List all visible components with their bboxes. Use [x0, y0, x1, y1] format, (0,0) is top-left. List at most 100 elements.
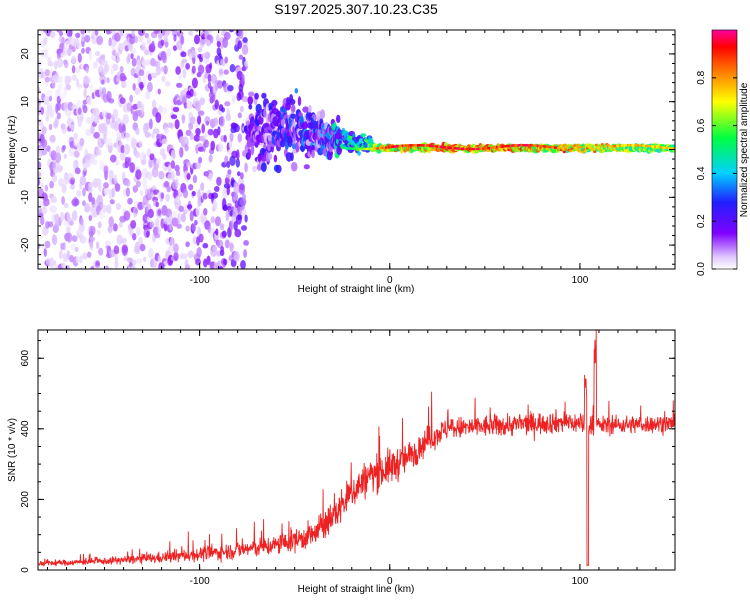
- spectrogram-blob: [308, 104, 312, 114]
- spectrogram-blob: [62, 252, 68, 263]
- spectrogram-blob: [65, 84, 72, 91]
- spectrogram-blob: [263, 108, 267, 118]
- spectrogram-blob: [144, 59, 151, 66]
- spectrogram-blob: [54, 220, 59, 230]
- spectrogram-blob: [227, 85, 234, 92]
- spectrogram-blob: [297, 96, 302, 107]
- spectrogram-blob: [239, 183, 245, 191]
- spectrogram-y-tick-label: -10: [20, 190, 31, 205]
- spectrogram-blob: [185, 241, 190, 248]
- spectrogram-x-tick-label: 100: [572, 275, 589, 286]
- spectrogram-blob: [221, 270, 226, 276]
- spectrogram-ridge: [568, 149, 572, 153]
- spectrogram-blob: [150, 72, 158, 79]
- spectrogram-y-tick-label: 10: [20, 96, 31, 108]
- spectrogram-blob: [49, 257, 55, 268]
- spectrogram-blob: [61, 196, 65, 205]
- spectrogram-blob: [248, 104, 253, 110]
- spectrogram-blob: [104, 240, 112, 247]
- spectrogram-blob: [285, 102, 291, 111]
- spectrogram-x-label: Height of straight line (km): [298, 284, 415, 295]
- spectrogram-blob: [191, 190, 196, 197]
- spectrogram-blob: [181, 114, 185, 124]
- spectrogram-blob: [179, 146, 184, 158]
- spectrogram-blob: [120, 75, 127, 82]
- spectrogram-blob: [47, 56, 52, 63]
- spectrogram-blob: [201, 123, 205, 134]
- spectrogram-blob: [136, 101, 143, 109]
- spectrogram-blob: [114, 183, 121, 192]
- spectrogram-blob: [189, 88, 194, 97]
- spectrogram-blob: [63, 220, 69, 227]
- spectrogram-blob: [163, 65, 168, 75]
- spectrogram-blob: [167, 163, 172, 174]
- colorbar-tick-label: 0.4: [696, 166, 707, 180]
- spectrogram-blob: [233, 221, 238, 231]
- spectrogram-blob: [113, 174, 118, 183]
- spectrogram-x-ticks: -100 0 100: [47, 30, 676, 286]
- spectrogram-blob: [178, 73, 183, 80]
- spectrogram-blob: [155, 112, 162, 123]
- spectrogram-blob: [209, 23, 214, 29]
- spectrogram-blob: [127, 53, 131, 63]
- spectrogram-blob: [62, 144, 66, 151]
- spectrogram-blob: [85, 128, 92, 137]
- spectrogram-blob: [55, 23, 59, 29]
- spectrogram-blob: [97, 229, 101, 236]
- spectrogram-blob: [131, 259, 137, 266]
- spectrogram-blob: [195, 100, 201, 112]
- spectrogram-blob: [94, 30, 99, 36]
- spectrogram-blob: [40, 216, 45, 226]
- spectrogram-blob: [242, 44, 249, 56]
- spectrogram-blob: [146, 38, 151, 45]
- spectrogram-blob: [172, 30, 178, 37]
- spectrogram-blob: [108, 216, 114, 227]
- spectrogram-ridge: [562, 150, 566, 154]
- spectrogram-blob: [74, 246, 79, 253]
- spectrogram-blob: [129, 36, 136, 45]
- spectrogram-blob: [73, 150, 80, 158]
- spectrogram-y-tick-label: 0: [20, 146, 31, 152]
- spectrogram-blob: [147, 81, 153, 93]
- spectrogram-blob: [140, 41, 147, 48]
- spectrogram-blob: [60, 211, 65, 222]
- spectrogram-blob: [175, 178, 179, 188]
- spectrogram-blob: [104, 265, 110, 269]
- spectrogram-blob: [56, 58, 64, 68]
- spectrogram-blob: [170, 236, 174, 246]
- spectrogram-blob: [219, 115, 225, 127]
- spectrogram-blob: [170, 114, 178, 120]
- spectrogram-blob: [103, 165, 109, 176]
- spectrogram-blob: [160, 192, 165, 200]
- spectrogram-blob: [75, 32, 81, 39]
- spectrogram-blob: [175, 195, 181, 204]
- spectrogram-blob: [93, 117, 100, 124]
- spectrogram-blob: [113, 223, 118, 232]
- spectrogram-ridge: [576, 146, 580, 149]
- spectrogram-blob: [120, 30, 124, 37]
- spectrogram-blob: [271, 99, 278, 106]
- spectrogram-blob: [45, 115, 50, 122]
- spectrogram-blob: [229, 155, 236, 166]
- spectrogram-blob: [44, 184, 49, 192]
- figure-title: S197.2025.307.10.23.C35: [274, 1, 438, 17]
- spectrogram-blob: [199, 97, 206, 106]
- spectrogram-blob: [40, 30, 46, 35]
- snr-x-tick-label: 100: [572, 576, 589, 587]
- spectrogram-blob: [130, 264, 136, 269]
- spectrogram-ridge: [579, 145, 583, 149]
- spectrogram-blob: [147, 172, 153, 181]
- spectrogram-ridge: [591, 147, 595, 151]
- spectrogram-blob: [238, 89, 244, 100]
- spectrogram-blob: [223, 258, 228, 266]
- spectrogram-blob: [127, 257, 133, 263]
- spectrogram-blob: [288, 98, 296, 106]
- spectrogram-blob: [66, 250, 71, 261]
- spectrogram-blob: [122, 115, 129, 125]
- spectrogram-blob: [207, 128, 214, 136]
- spectrogram-blob: [170, 171, 175, 181]
- spectrogram-blob: [135, 127, 140, 135]
- spectrogram-blob: [79, 235, 87, 244]
- spectrogram-blob: [173, 34, 177, 42]
- spectrogram-blob: [134, 35, 138, 44]
